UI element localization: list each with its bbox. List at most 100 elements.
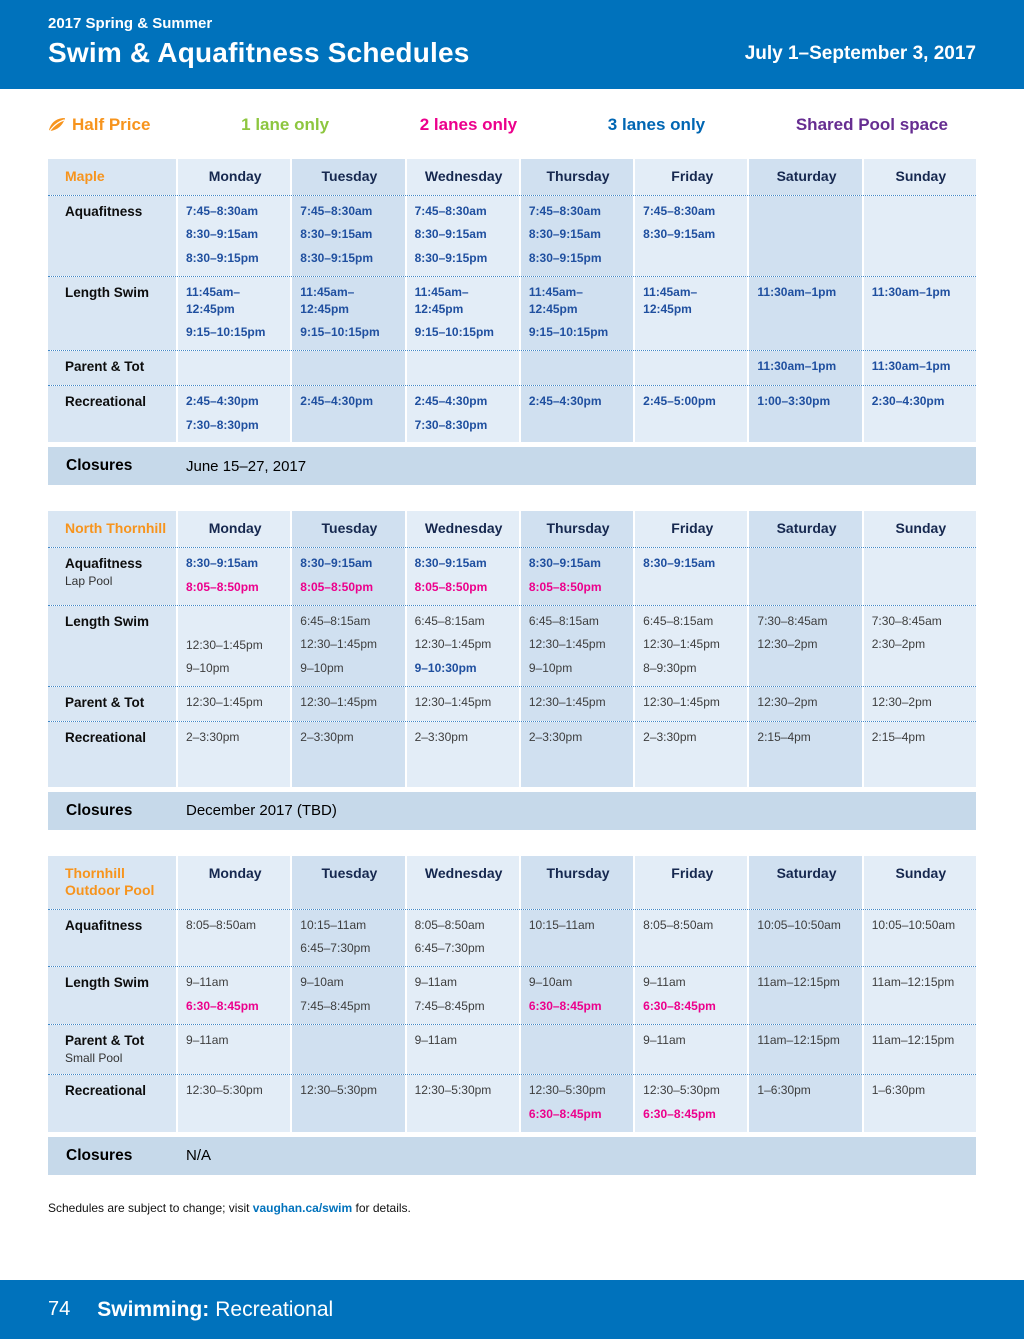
time-cell: 8:30–9:15am 8:05–8:50pm xyxy=(404,547,519,605)
closures-value: December 2017 (TBD) xyxy=(186,802,337,820)
time-cell: 6:45–8:15am 12:30–1:45pm 9–10pm xyxy=(290,605,405,687)
time-cell: 9–11am xyxy=(404,1024,519,1075)
time-cell: 2–3:30pm xyxy=(176,721,291,787)
closures-bar: Closures N/A xyxy=(48,1136,976,1175)
time-slot: 12:30–2pm xyxy=(757,637,818,652)
time-slot: 11:30am–1pm xyxy=(871,359,951,374)
time-slot: 8:30–9:15am xyxy=(643,555,716,570)
time-cell xyxy=(290,351,405,385)
day-header-saturday: Saturday xyxy=(747,511,862,547)
time-slot: 12:30–1:45pm xyxy=(186,695,263,710)
time-slot: 8:30–9:15am xyxy=(300,227,373,242)
footnote-text-prefix: Schedules are subject to change; visit xyxy=(48,1200,253,1215)
legend-label: 3 lanes only xyxy=(607,115,706,134)
time-slot: 10:15–11am xyxy=(300,917,367,932)
time-cell: 2:45–4:30pm 7:30–8:30pm xyxy=(176,385,291,443)
time-slot: 8:05–8:50pm xyxy=(300,579,373,594)
time-cell: 8:05–8:50am 6:45–7:30pm xyxy=(404,909,519,967)
time-cell: 9–11am 6:30–8:45pm xyxy=(633,967,748,1024)
time-slot: 2:30–4:30pm xyxy=(871,393,945,408)
page-title: Swim & Aquafitness Schedules xyxy=(48,37,470,68)
time-cell: 11:30am–1pm xyxy=(861,351,976,385)
time-slot: 2:45–4:30pm xyxy=(300,393,373,408)
day-header-sunday: Sunday xyxy=(861,855,976,909)
time-cell: 10:05–10:50am xyxy=(747,909,862,967)
time-slot: 8:30–9:15am xyxy=(528,227,601,242)
legend-2-lanes-only: 2 lanes only xyxy=(420,115,517,135)
day-header-wednesday: Wednesday xyxy=(404,511,519,547)
time-cell: 9–10am 6:30–8:45pm xyxy=(518,967,634,1024)
time-slot: 8:05–8:50pm xyxy=(414,579,488,594)
time-cell: 2–3:30pm xyxy=(404,721,519,787)
time-cell: 12:30–1:45pm 9–10pm xyxy=(176,605,291,687)
row-label-cell: Aquafitness xyxy=(48,195,176,276)
day-header-wednesday: Wednesday xyxy=(404,855,519,909)
schedule-row-recreational: Recreational 2:45–4:30pm 7:30–8:30pm 2:45–4… xyxy=(48,384,976,443)
time-slot: 12:30–1:45pm xyxy=(643,695,720,710)
row-label-cell: Recreational xyxy=(48,721,176,787)
time-slot: 8:05–8:50pm xyxy=(186,579,259,594)
time-cell xyxy=(861,195,976,276)
time-slot: 8:30–9:15am xyxy=(528,555,601,570)
day-header-tuesday: Tuesday xyxy=(290,855,405,909)
schedule-row-parent-tot: Parent & Tot Small Pool 9–11am 9–11am 9–11am… xyxy=(48,1023,976,1075)
time-cell: 12:30–5:30pm xyxy=(290,1075,405,1132)
time-cell: 12:30–5:30pm 6:30–8:45pm xyxy=(633,1075,748,1132)
time-cell: 2:45–5:00pm xyxy=(633,385,748,443)
footnote: Schedules are subject to change; visit v… xyxy=(48,1201,976,1215)
row-sublabel: Small Pool xyxy=(65,1051,123,1066)
location-name: Maple xyxy=(48,159,176,195)
time-slot: 9–11am xyxy=(186,975,229,990)
time-slot: 10:05–10:50am xyxy=(757,917,841,932)
time-slot: 7:45–8:30am xyxy=(528,203,601,218)
time-cell: 7:45–8:30am 8:30–9:15am 8:30–9:15pm xyxy=(176,195,291,276)
time-slot: 7:30–8:45am xyxy=(757,613,828,628)
time-cell: 1–6:30pm xyxy=(747,1075,862,1132)
row-label-cell: Parent & Tot xyxy=(48,687,176,721)
time-cell xyxy=(747,547,862,605)
time-slot: 7:45–8:45pm xyxy=(300,999,371,1014)
time-slot: 11:30am–1pm xyxy=(871,284,951,299)
time-slot: 9–10:30pm xyxy=(414,661,477,676)
half-price-leaf-icon xyxy=(48,117,66,133)
time-cell: 11:45am– 12:45pm xyxy=(633,276,748,351)
time-cell xyxy=(747,195,862,276)
schedule-row-parent-tot: Parent & Tot 12:30–1:45pm 12:30–1:45pm 12:3… xyxy=(48,686,976,721)
time-cell: 11am–12:15pm xyxy=(747,967,862,1024)
time-slot: 1–6:30pm xyxy=(871,1083,926,1098)
footnote-link[interactable]: vaughan.ca/swim xyxy=(252,1200,353,1215)
time-slot: 8:05–8:50am xyxy=(186,917,257,932)
time-cell: 12:30–1:45pm xyxy=(633,687,748,721)
day-header-sunday: Sunday xyxy=(861,159,976,195)
time-cell: 7:45–8:30am 8:30–9:15am 8:30–9:15pm xyxy=(404,195,519,276)
schedule-header-row: North Thornhill Monday Tuesday Wednesday Thu… xyxy=(48,511,976,547)
legend-3-lanes-only: 3 lanes only xyxy=(608,115,705,135)
closures-value: June 15–27, 2017 xyxy=(186,457,307,475)
row-label-cell: Aquafitness xyxy=(48,909,176,967)
time-slot: 2:45–4:30pm xyxy=(414,393,488,408)
time-slot: 8:30–9:15pm xyxy=(414,251,488,266)
row-label-cell: Parent & Tot xyxy=(48,351,176,385)
time-slot: 11:30am–1pm xyxy=(757,359,837,374)
row-label: Recreational xyxy=(65,393,147,409)
closures-label: Closures xyxy=(66,1146,133,1164)
time-slot: 12:30–5:30pm xyxy=(528,1083,606,1098)
schedule-north-thornhill: North Thornhill Monday Tuesday Wednesday Thu… xyxy=(48,511,976,830)
schedule-row-aquafitness: Aquafitness 7:45–8:30am 8:30–9:15am 8:30–9:… xyxy=(48,194,976,276)
time-slot: 2:15–4pm xyxy=(871,729,926,744)
schedule-row-recreational: Recreational 12:30–5:30pm 12:30–5:30pm 12:3… xyxy=(48,1074,976,1132)
time-cell xyxy=(518,1024,634,1075)
time-cell: 7:30–8:45am 12:30–2pm xyxy=(747,605,862,687)
day-header-tuesday: Tuesday xyxy=(290,511,405,547)
time-slot: 11:45am– 12:45pm xyxy=(414,284,469,316)
day-header-saturday: Saturday xyxy=(747,855,862,909)
time-slot: 6:30–8:45pm xyxy=(643,1107,716,1122)
time-slot: 12:30–1:45pm xyxy=(528,637,606,652)
date-range: July 1–September 3, 2017 xyxy=(744,43,976,64)
row-label: Length Swim xyxy=(65,975,149,991)
time-cell: 12:30–2pm xyxy=(861,687,976,721)
time-slot: 9–11am xyxy=(414,975,458,990)
day-header-thursday: Thursday xyxy=(518,159,634,195)
time-cell: 11:45am– 12:45pm 9:15–10:15pm xyxy=(518,276,634,351)
